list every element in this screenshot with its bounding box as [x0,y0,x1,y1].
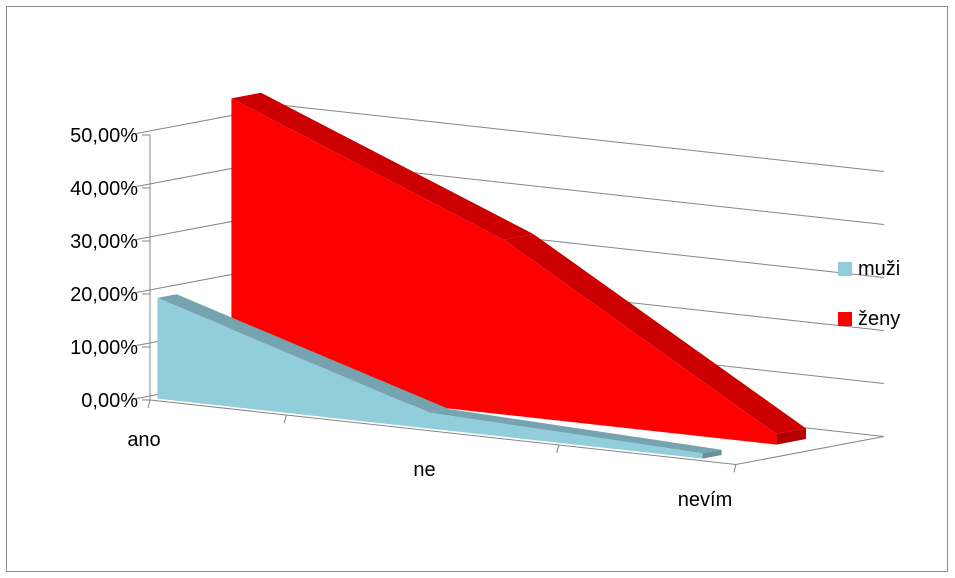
series-front-face [157,297,703,459]
x-tick-mark [556,444,560,454]
y-tick-labels: 0,00% 10,00% 20,00% 30,00% 40,00% 50,00% [70,125,138,412]
legend-swatch [838,312,852,326]
series-front-face [231,98,777,445]
series-zeny [231,92,806,445]
legend: muži ženy [838,258,900,330]
y-tick-label: 10,00% [70,337,138,359]
series-muzi [157,294,722,459]
x-tick-mark [147,399,151,409]
legend-label: ženy [858,308,900,330]
category-label: ano [127,429,160,451]
series-top-band [231,92,534,240]
category-labels: ano ne nevím [127,429,732,511]
depth-axis-line [735,436,884,465]
gridline [284,105,884,172]
x-tick-mark [733,464,737,473]
y-tick-label: 0,00% [81,390,138,412]
y-tick-label: 20,00% [70,284,138,306]
y-tick-label: 50,00% [70,125,138,147]
x-axis-line [149,399,736,465]
category-label: nevím [678,489,732,511]
series-top-band [429,409,722,454]
series-end-cap [776,428,806,445]
legend-label: muži [858,258,900,280]
legend-swatch [838,262,852,276]
axes [142,134,884,473]
y-tick-label: 30,00% [70,231,138,253]
series-top-band [503,234,806,434]
category-label: ne [413,459,435,481]
series-end-cap [702,449,722,459]
x-tick-mark [283,414,287,424]
series-top-band [157,294,450,413]
y-tick-label: 40,00% [70,178,138,200]
